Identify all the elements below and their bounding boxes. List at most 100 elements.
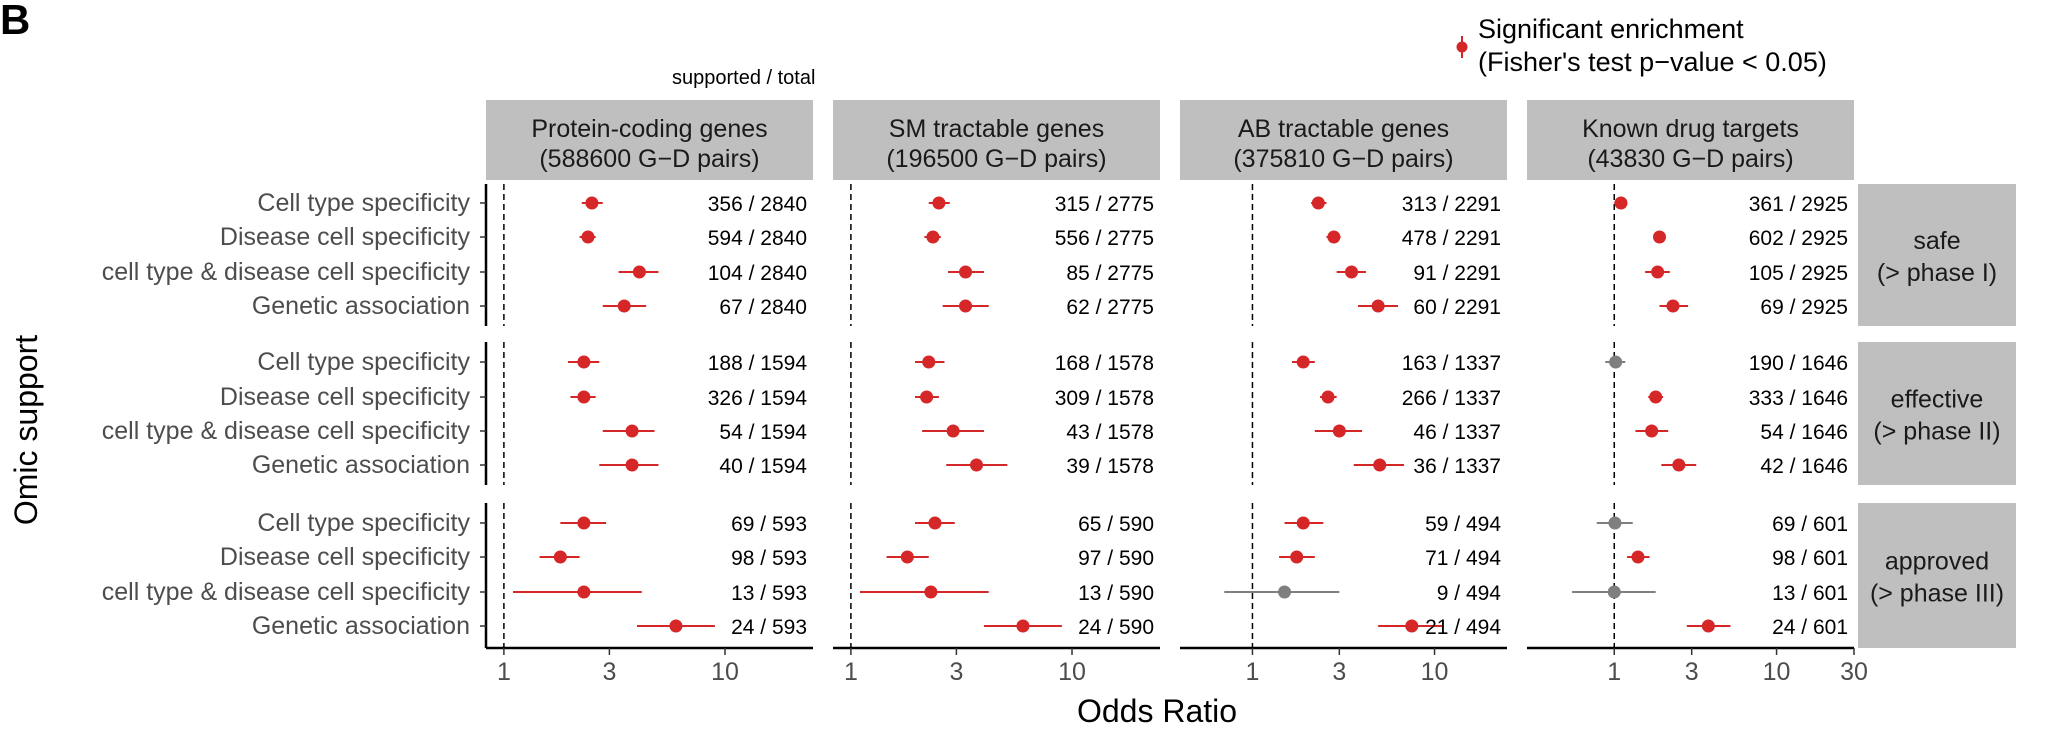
- row-label: cell type & disease cell specificity: [102, 258, 471, 286]
- row-label: Genetic association: [252, 451, 470, 479]
- count-label: 326 / 1594: [708, 387, 808, 410]
- plot-area: Protein-coding genes(588600 G−D pairs) SM…: [102, 100, 2016, 686]
- row-label: Cell type specificity: [257, 348, 470, 376]
- count-label: 602 / 2925: [1749, 227, 1848, 250]
- point-not-significant: [1278, 586, 1291, 599]
- phase-strip: [1858, 503, 2016, 648]
- point-significant: [1645, 425, 1658, 438]
- phase-strip-title: safe: [1913, 227, 1960, 255]
- point-significant: [1614, 197, 1627, 210]
- row-label: cell type & disease cell specificity: [102, 578, 471, 606]
- x-tick-label: 10: [1421, 658, 1449, 686]
- x-tick-label: 10: [1763, 658, 1791, 686]
- count-label: 59 / 494: [1425, 513, 1501, 536]
- count-label: 42 / 1646: [1760, 455, 1848, 478]
- x-axis-title: Odds Ratio: [1077, 693, 1237, 729]
- panel-tag: B: [0, 0, 30, 43]
- count-label: 54 / 1594: [719, 421, 807, 444]
- count-label: 361 / 2925: [1749, 193, 1848, 216]
- count-label: 39 / 1578: [1066, 455, 1154, 478]
- legend-label-line1: Significant enrichment: [1478, 14, 1744, 44]
- point-significant: [1373, 459, 1386, 472]
- count-label: 13 / 590: [1078, 582, 1154, 605]
- point-significant: [577, 356, 590, 369]
- count-label: 40 / 1594: [719, 455, 807, 478]
- point-significant: [1333, 425, 1346, 438]
- count-label: 13 / 593: [731, 582, 807, 605]
- point-significant: [922, 356, 935, 369]
- point-significant: [1649, 391, 1662, 404]
- count-label: 46 / 1337: [1413, 421, 1501, 444]
- point-significant: [928, 517, 941, 530]
- row-label: Cell type specificity: [257, 189, 470, 217]
- row-label: Disease cell specificity: [220, 383, 471, 411]
- count-label: 85 / 2775: [1066, 262, 1154, 285]
- count-label: 69 / 2925: [1760, 296, 1848, 319]
- point-significant: [970, 459, 983, 472]
- point-significant: [959, 300, 972, 313]
- count-label: 9 / 494: [1437, 582, 1502, 605]
- point-significant: [1666, 300, 1679, 313]
- count-label: 97 / 590: [1078, 547, 1154, 570]
- point-significant: [633, 266, 646, 279]
- point-significant: [1297, 517, 1310, 530]
- x-tick-label: 30: [1840, 658, 1868, 686]
- x-tick-label: 3: [1685, 658, 1699, 686]
- column-strip-title: Protein-coding genes: [531, 115, 767, 143]
- row-label: cell type & disease cell specificity: [102, 417, 471, 445]
- phase-strip-subtitle: (> phase III): [1870, 580, 2004, 608]
- count-label: 163 / 1337: [1402, 352, 1501, 375]
- legend-label-line2: (Fisher's test p−value < 0.05): [1478, 47, 1827, 77]
- phase-strip-subtitle: (> phase II): [1873, 418, 2000, 446]
- count-label: 36 / 1337: [1413, 455, 1501, 478]
- point-significant: [618, 300, 631, 313]
- point-significant: [1327, 231, 1340, 244]
- row-label: Genetic association: [252, 292, 470, 320]
- legend: Significant enrichment (Fisher's test p−…: [1457, 14, 1827, 77]
- point-not-significant: [1608, 517, 1621, 530]
- count-label: 168 / 1578: [1055, 352, 1154, 375]
- count-label: 333 / 1646: [1749, 387, 1848, 410]
- phase-strip-title: approved: [1885, 548, 1989, 576]
- count-label: 54 / 1646: [1760, 421, 1848, 444]
- x-tick-label: 10: [711, 658, 739, 686]
- count-label: 266 / 1337: [1402, 387, 1501, 410]
- point-significant: [1631, 551, 1644, 564]
- count-label: 104 / 2840: [708, 262, 807, 285]
- point-significant: [947, 425, 960, 438]
- point-significant: [1312, 197, 1325, 210]
- column-strip-subtitle: (196500 G−D pairs): [886, 145, 1106, 173]
- point-significant: [1322, 391, 1335, 404]
- x-tick-label: 3: [1332, 658, 1346, 686]
- count-column-header: supported / total: [672, 67, 815, 89]
- point-significant: [581, 231, 594, 244]
- point-significant: [554, 551, 567, 564]
- row-label: Genetic association: [252, 612, 470, 640]
- point-significant: [1297, 356, 1310, 369]
- row-label: Disease cell specificity: [220, 223, 471, 251]
- x-tick-label: 1: [497, 658, 511, 686]
- count-label: 69 / 601: [1772, 513, 1848, 536]
- count-label: 309 / 1578: [1055, 387, 1154, 410]
- point-significant: [577, 586, 590, 599]
- count-label: 594 / 2840: [708, 227, 807, 250]
- count-label: 65 / 590: [1078, 513, 1154, 536]
- y-axis-title: Omic support: [8, 335, 44, 525]
- x-tick-label: 1: [1607, 658, 1621, 686]
- count-label: 478 / 2291: [1402, 227, 1501, 250]
- x-tick-label: 3: [949, 658, 963, 686]
- count-label: 24 / 601: [1772, 616, 1848, 639]
- point-not-significant: [1608, 586, 1621, 599]
- point-significant: [901, 551, 914, 564]
- count-label: 13 / 601: [1772, 582, 1848, 605]
- point-significant: [1672, 459, 1685, 472]
- x-tick-label: 10: [1058, 658, 1086, 686]
- count-label: 24 / 593: [731, 616, 807, 639]
- count-label: 315 / 2775: [1055, 193, 1154, 216]
- point-significant: [1405, 620, 1418, 633]
- column-strip-title: AB tractable genes: [1238, 115, 1449, 143]
- count-label: 188 / 1594: [708, 352, 808, 375]
- x-tick-label: 3: [602, 658, 616, 686]
- point-significant: [920, 391, 933, 404]
- column-strip-subtitle: (375810 G−D pairs): [1233, 145, 1453, 173]
